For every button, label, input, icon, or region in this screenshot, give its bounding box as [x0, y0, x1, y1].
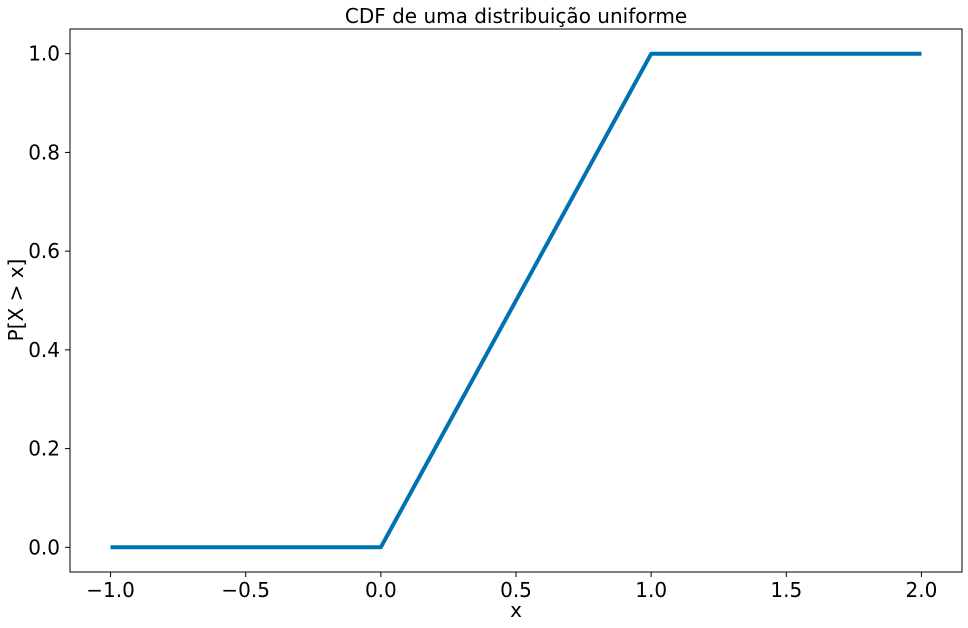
x-tick-label: −0.5 [221, 578, 270, 602]
x-axis: −1.0 −0.5 0.0 0.5 1.0 1.5 2.0 [86, 572, 937, 602]
x-tick-label: 0.5 [500, 578, 532, 602]
y-tick-label: 0.4 [28, 338, 60, 362]
x-tick-label: −1.0 [86, 578, 135, 602]
series-layer [110, 51, 922, 550]
y-axis-label: P[X > x] [4, 259, 28, 342]
y-axis: 0.0 0.2 0.4 0.6 0.8 1.0 [28, 42, 70, 559]
y-tick-label: 0.6 [28, 239, 60, 263]
y-tick-label: 1.0 [28, 42, 60, 66]
chart-title: CDF de uma distribuição uniforme [345, 4, 687, 28]
x-axis-label: x [510, 598, 522, 622]
x-tick-label: 0.0 [365, 578, 397, 602]
y-tick-label: 0.8 [28, 140, 60, 164]
y-tick-label: 0.2 [28, 437, 60, 461]
x-tick-label: 1.0 [635, 578, 667, 602]
x-tick-label: 2.0 [906, 578, 938, 602]
series-line [110, 51, 922, 550]
y-tick-label: 0.0 [28, 535, 60, 559]
x-tick-label: 1.5 [770, 578, 802, 602]
